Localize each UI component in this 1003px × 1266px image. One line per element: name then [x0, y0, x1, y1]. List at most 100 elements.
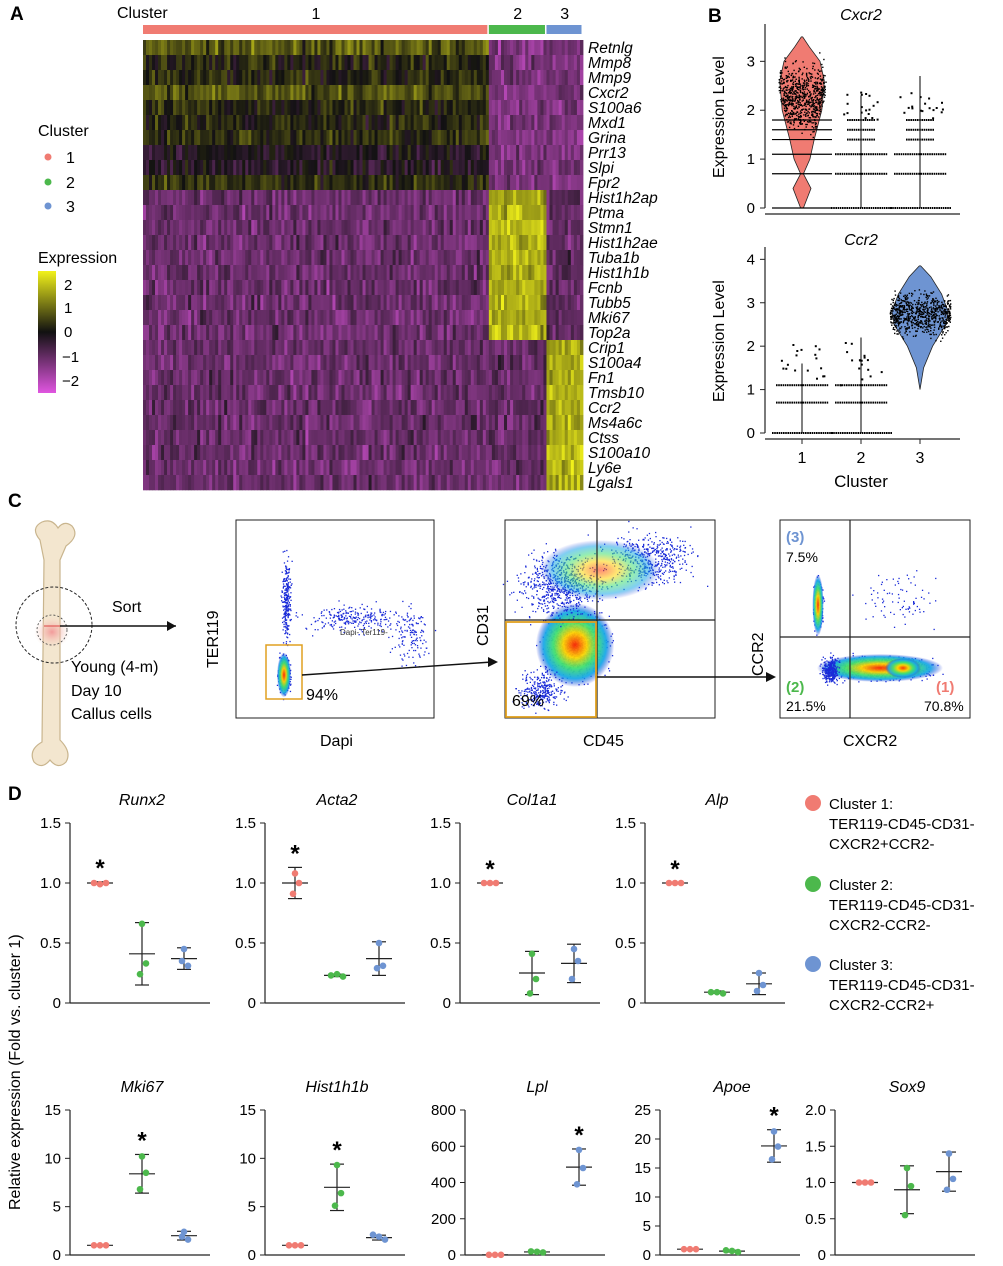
dotplot-ytick: 5	[643, 1218, 651, 1235]
colorbar-tick-1: 1	[64, 300, 72, 317]
data-point	[575, 1146, 583, 1154]
violin-title-1: Ccr2	[844, 232, 878, 249]
violin-plots: Cxcr2 0 1 2 3 Expression Level Ccr2 0 1 2 3 4 Expres…	[711, 7, 960, 491]
violin-xtick: 1	[798, 450, 807, 467]
gene-label: Hist1h1b	[588, 265, 650, 282]
dotplot-title-mki67: Mki67	[121, 1079, 165, 1096]
significance-star: *	[574, 1122, 584, 1149]
gene-label: Hist1h2ae	[588, 235, 658, 252]
cluster-bar-2	[488, 25, 545, 34]
heatmap-cluster-title: Cluster	[117, 5, 168, 22]
data-point	[539, 1249, 547, 1256]
data-point	[719, 990, 727, 997]
data-point	[671, 879, 679, 887]
dotplot-title-runx2: Runx2	[119, 792, 165, 809]
gene-label: Lgals1	[588, 475, 634, 492]
gene-label: Stmn1	[588, 220, 633, 237]
data-point	[734, 1248, 742, 1256]
violin-ytick: 0	[747, 200, 755, 217]
q2-pct: 21.5%	[786, 698, 826, 714]
dotplot-ytick: 25	[634, 1102, 651, 1119]
sort-label: Sort	[112, 599, 142, 616]
flow-plot-ter119-dapi: Dapi- Ter119- 94%	[235, 519, 437, 719]
gene-label: Ms4a6c	[588, 415, 643, 432]
significance-star: *	[332, 1137, 342, 1164]
data-point	[142, 960, 150, 967]
data-point	[759, 981, 767, 989]
heatmap-cluster-bar: 1 2 3	[143, 6, 582, 34]
dotplot-ytick: 1.5	[805, 1138, 826, 1155]
data-point	[136, 1185, 144, 1193]
dotplot-title-acta2: Acta2	[316, 792, 358, 809]
legend-cluster-3-dot	[44, 202, 52, 210]
violin-ytick: 3	[747, 295, 755, 312]
dotplot-ytick: 1.5	[235, 815, 256, 832]
dotplot-ytick: 0	[448, 1247, 456, 1264]
data-point	[136, 970, 144, 978]
gene-label: Ccr2	[588, 400, 621, 417]
data-point	[707, 988, 715, 996]
data-point	[497, 1251, 505, 1259]
dotplot-ytick: 1.0	[615, 875, 636, 892]
data-point	[686, 1245, 694, 1253]
data-point	[528, 950, 536, 958]
gene-label: Mxd1	[588, 115, 626, 132]
gene-label: Fpr2	[588, 175, 620, 192]
flow2-ylabel: CD31	[475, 605, 492, 646]
heatmap-gene-labels: RetnlgMmp8Mmp9Cxcr2S100a6Mxd1GrinaPrr13S…	[588, 40, 658, 492]
gate-cd45-cd31	[505, 621, 597, 718]
gate-pct-94: 94%	[306, 687, 338, 704]
data-point	[102, 1242, 110, 1249]
gene-label: Tuba1b	[588, 250, 640, 267]
data-point	[486, 879, 494, 887]
q3-pct: 7.5%	[786, 549, 818, 565]
dotplot-ytick: 5	[53, 1199, 61, 1216]
gene-label: Tubb5	[588, 295, 631, 312]
gene-label: Cxcr2	[588, 85, 629, 102]
q2-label: (2)	[786, 679, 804, 696]
data-point	[574, 957, 582, 965]
data-point	[381, 1236, 389, 1243]
panel-c-letter: C	[8, 491, 22, 512]
dotplot-ytick: 1.5	[430, 815, 451, 832]
gene-label: Crip1	[588, 340, 625, 357]
legend-d-cluster1-line3: CXCR2+CCR2-	[829, 836, 934, 853]
data-point	[570, 945, 578, 953]
dot-plots: Runx2 0 0.5 1.0 1.5 * Acta2 0 0.5 1.0 1.5 * Col1a1 0 0…	[40, 792, 975, 1264]
gene-label: Retnlg	[588, 40, 633, 57]
data-point	[943, 1186, 951, 1194]
data-point	[178, 957, 186, 965]
legend-d-cluster3-dot	[805, 956, 821, 972]
significance-star: *	[137, 1127, 147, 1154]
data-point	[291, 870, 299, 877]
violin-xlabel: Cluster	[834, 472, 888, 491]
gene-label: Mmp9	[588, 70, 631, 87]
data-point	[96, 880, 104, 888]
colorbar-tick-0: 0	[64, 324, 72, 341]
colorbar-tick-2: 2	[64, 277, 72, 294]
dotplot-ytick: 400	[431, 1175, 456, 1192]
data-point	[901, 1211, 909, 1219]
q1-label: (1)	[936, 679, 954, 696]
gene-label: Mki67	[588, 310, 631, 327]
gene-label: Top2a	[588, 325, 631, 342]
data-point	[867, 1179, 875, 1186]
data-point	[138, 1153, 146, 1160]
flow-plot-cd31-cd45: 69%	[502, 519, 716, 719]
data-point	[289, 890, 297, 898]
data-point	[90, 1242, 98, 1249]
violin-ytick: 1	[747, 151, 755, 168]
dotplot-ytick: 0.5	[430, 935, 451, 952]
data-point	[665, 879, 673, 887]
panel-a-letter: A	[10, 4, 24, 25]
panel-b-letter: B	[708, 6, 722, 27]
panel-d-ylabel: Relative expression (Fold vs. cluster 1)	[7, 934, 24, 1210]
gene-label: S100a6	[588, 100, 642, 117]
data-point	[485, 1251, 493, 1259]
data-point	[90, 879, 98, 887]
gene-label: Ctss	[588, 430, 619, 447]
data-point	[568, 975, 576, 983]
significance-star: *	[95, 855, 105, 882]
q3-label: (3)	[786, 529, 804, 546]
dotplot-ytick: 15	[634, 1160, 651, 1177]
